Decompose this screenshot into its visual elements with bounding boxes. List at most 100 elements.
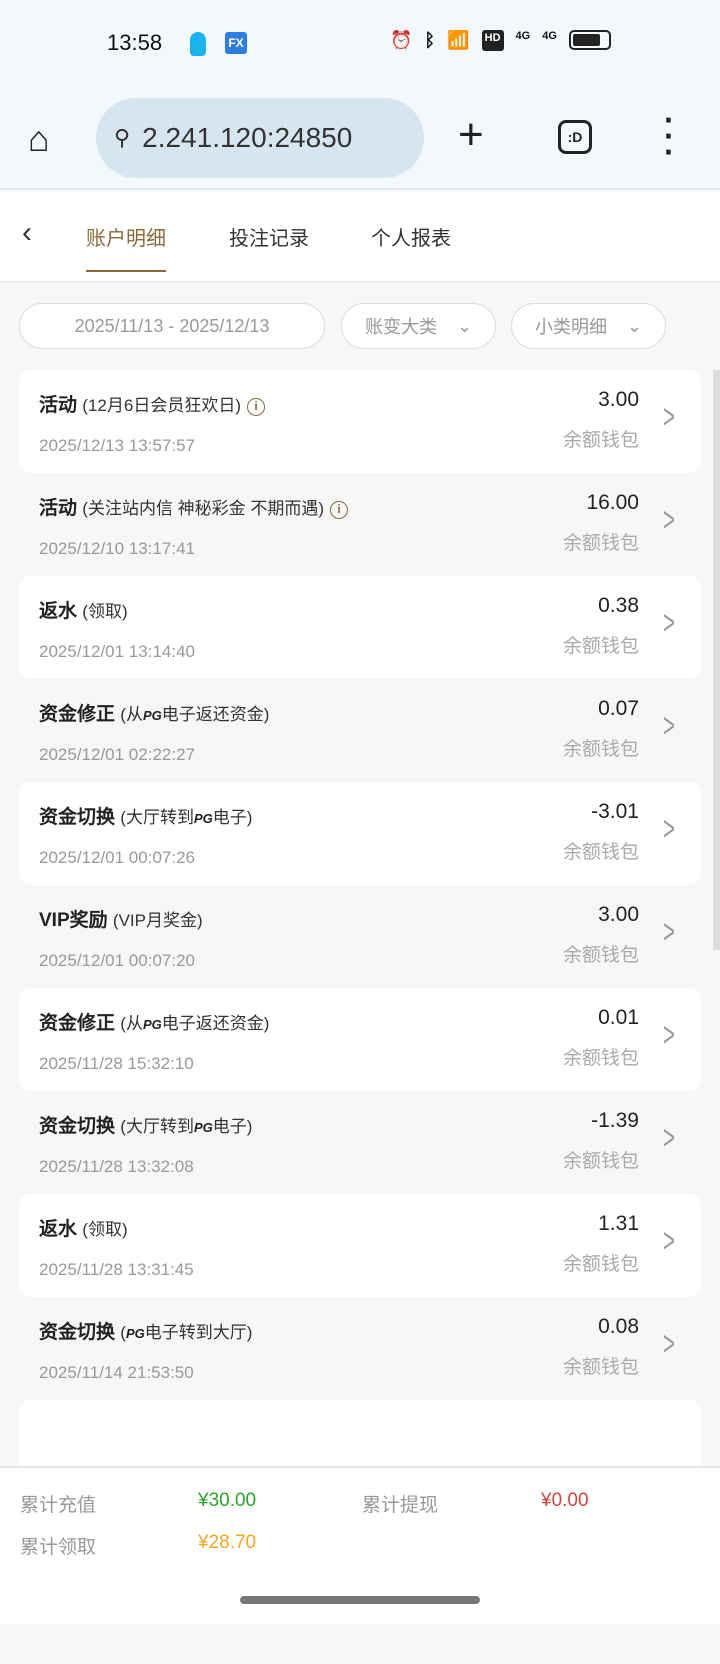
subcategory-select[interactable]: 小类明细 ⌄ <box>511 303 666 349</box>
scrollbar[interactable] <box>713 370 720 950</box>
deposit-label: 累计充值 <box>20 1495 97 1516</box>
record-amount: 0.38 <box>598 594 639 617</box>
wallet-label: 余额钱包 <box>562 533 639 554</box>
new-tab-icon[interactable]: + <box>458 110 484 159</box>
claimed-value: ¥28.70 <box>198 1532 257 1553</box>
detail-text: (领取) <box>82 602 128 621</box>
chevron-right-icon[interactable]: > <box>663 913 676 951</box>
category-select[interactable]: 账变大类 ⌄ <box>341 303 496 349</box>
back-icon[interactable]: ‹ <box>22 216 32 249</box>
tab-bet-records[interactable]: 投注记录 <box>229 228 309 250</box>
detail-text: 电子) <box>212 1117 253 1136</box>
pg-logo: PG <box>193 811 213 826</box>
record-row[interactable]: VIP奖励 (VIP月奖金) 2025/12/01 00:07:20 3.00 余额钱… <box>19 885 701 988</box>
pg-logo: PG <box>193 1120 213 1135</box>
record-detail: (12月6日会员狂欢日) <box>82 396 241 415</box>
chevron-right-icon[interactable]: > <box>663 1222 676 1260</box>
detail-text: (大厅转到 <box>120 808 194 827</box>
record-row[interactable]: 资金修正 (从PG电子返还资金) 2025/11/28 15:32:10 0.01 余… <box>19 988 701 1091</box>
detail-text: 电子返还资金) <box>161 1014 270 1033</box>
wifi-icon: 📶 <box>447 30 470 50</box>
record-date: 2025/11/28 15:32:10 <box>39 1054 194 1073</box>
detail-text: (从 <box>120 1014 143 1033</box>
record-detail: (领取) <box>82 1220 127 1239</box>
record-amount: 16.00 <box>586 491 639 514</box>
url-text: 2.241.120:24850 <box>142 122 353 153</box>
record-row[interactable]: 资金切换 (PG电子转到大厅) 2025/11/14 21:53:50 0.08 余额… <box>19 1297 701 1400</box>
chevron-right-icon[interactable]: > <box>663 810 676 848</box>
info-icon[interactable]: i <box>246 398 265 416</box>
record-title: 返水 (领取) <box>39 1214 128 1241</box>
subcategory-text: 小类明细 <box>534 317 607 337</box>
record-row[interactable]: 资金切换 (大厅转到PG电子) 2025/12/01 00:07:26 -3.01 余… <box>19 782 701 885</box>
chevron-right-icon[interactable]: > <box>663 707 676 745</box>
record-type: 活动 <box>39 498 78 519</box>
record-row[interactable]: 活动 (关注站内信 神秘彩金 不期而遇) i 2025/12/10 13:17:41… <box>19 473 701 576</box>
tab-account-details[interactable]: 账户明细 <box>86 222 166 272</box>
record-type: 资金修正 <box>39 704 116 725</box>
record-row[interactable]: 资金修正 (从PG电子返还资金) 2025/12/01 02:22:27 0.07 余… <box>19 679 701 782</box>
record-amount: -3.01 <box>591 800 639 823</box>
detail-text: ( <box>120 1323 126 1342</box>
record-row[interactable]: 返水 (领取) 2025/12/01 13:14:40 0.38 余额钱包 > <box>19 576 701 679</box>
date-range-picker[interactable]: 2025/11/13 - 2025/12/13 <box>19 303 325 349</box>
date-range-text: 2025/11/13 - 2025/12/13 <box>74 315 270 336</box>
info-icon[interactable]: i <box>330 501 349 519</box>
record-type: 资金修正 <box>39 1013 116 1034</box>
alarm-icon: ⏰ <box>390 30 413 50</box>
record-type: VIP奖励 <box>39 910 108 931</box>
record-type: 资金切换 <box>39 1116 116 1137</box>
home-gesture-bar[interactable] <box>240 1596 480 1604</box>
chevron-right-icon[interactable]: > <box>663 1325 676 1363</box>
record-date: 2025/12/01 00:07:20 <box>39 951 195 970</box>
record-detail: (PG电子转到大厅) <box>120 1323 252 1342</box>
record-title: 资金修正 (从PG电子返还资金) <box>39 1008 269 1035</box>
detail-text: 电子返还资金) <box>161 705 270 724</box>
record-list: 活动 (12月6日会员狂欢日) i 2025/12/13 13:57:57 3.00 余… <box>19 370 701 1503</box>
wallet-label: 余额钱包 <box>562 430 639 451</box>
record-row[interactable]: 活动 (12月6日会员狂欢日) i 2025/12/13 13:57:57 3.00 余… <box>19 370 701 473</box>
chevron-right-icon[interactable]: > <box>663 398 676 436</box>
qq-icon <box>190 32 206 56</box>
detail-text: (关注站内信 神秘彩金 不期而遇) <box>82 499 325 518</box>
status-time: 13:58 <box>107 30 163 55</box>
address-bar[interactable]: ⚲ 2.241.120:24850 <box>96 98 424 178</box>
record-date: 2025/12/01 13:14:40 <box>39 642 195 661</box>
record-detail: (领取) <box>82 602 127 621</box>
wallet-label: 余额钱包 <box>562 1357 639 1378</box>
record-title: 返水 (领取) <box>39 596 128 623</box>
record-amount: 0.07 <box>598 697 639 720</box>
home-icon[interactable]: ⌂ <box>28 118 50 159</box>
record-type: 返水 <box>39 601 78 622</box>
record-title: 活动 (12月6日会员狂欢日) i <box>39 390 265 417</box>
record-date: 2025/11/28 13:31:45 <box>39 1260 194 1279</box>
record-date: 2025/12/01 02:22:27 <box>39 745 195 764</box>
record-row[interactable]: 资金切换 (大厅转到PG电子) 2025/11/28 13:32:08 -1.39 余… <box>19 1091 701 1194</box>
record-date: 2025/11/14 21:53:50 <box>39 1363 194 1382</box>
tab-personal-report[interactable]: 个人报表 <box>371 228 451 250</box>
detail-text: (从 <box>120 705 143 724</box>
site-settings-icon[interactable]: ⚲ <box>114 125 131 150</box>
record-date: 2025/12/10 13:17:41 <box>39 539 195 558</box>
record-row[interactable]: 返水 (领取) 2025/11/28 13:31:45 1.31 余额钱包 > <box>19 1194 701 1297</box>
record-title: VIP奖励 (VIP月奖金) <box>39 905 203 932</box>
tab-switcher-button[interactable]: :D <box>558 120 592 154</box>
chevron-right-icon[interactable]: > <box>663 1016 676 1054</box>
chevron-right-icon[interactable]: > <box>663 501 676 539</box>
category-text: 账变大类 <box>364 317 437 337</box>
record-title: 资金切换 (PG电子转到大厅) <box>39 1317 252 1344</box>
detail-text: 电子转到大厅) <box>144 1323 253 1342</box>
chevron-down-icon: ⌄ <box>456 315 473 336</box>
detail-text: (12月6日会员狂欢日) <box>82 396 241 415</box>
gesture-area <box>0 1624 720 1664</box>
record-amount: 0.01 <box>598 1006 639 1029</box>
record-detail: (从PG电子返还资金) <box>120 705 269 724</box>
pg-logo: PG <box>142 708 162 723</box>
more-menu-icon[interactable]: · · · <box>664 102 675 170</box>
record-date: 2025/12/13 13:57:57 <box>39 436 195 455</box>
record-type: 资金切换 <box>39 1322 116 1343</box>
chevron-right-icon[interactable]: > <box>663 1119 676 1157</box>
4g-signal-icon: 4G <box>515 30 531 42</box>
withdraw-label: 累计提现 <box>362 1495 439 1516</box>
chevron-right-icon[interactable]: > <box>663 604 676 642</box>
